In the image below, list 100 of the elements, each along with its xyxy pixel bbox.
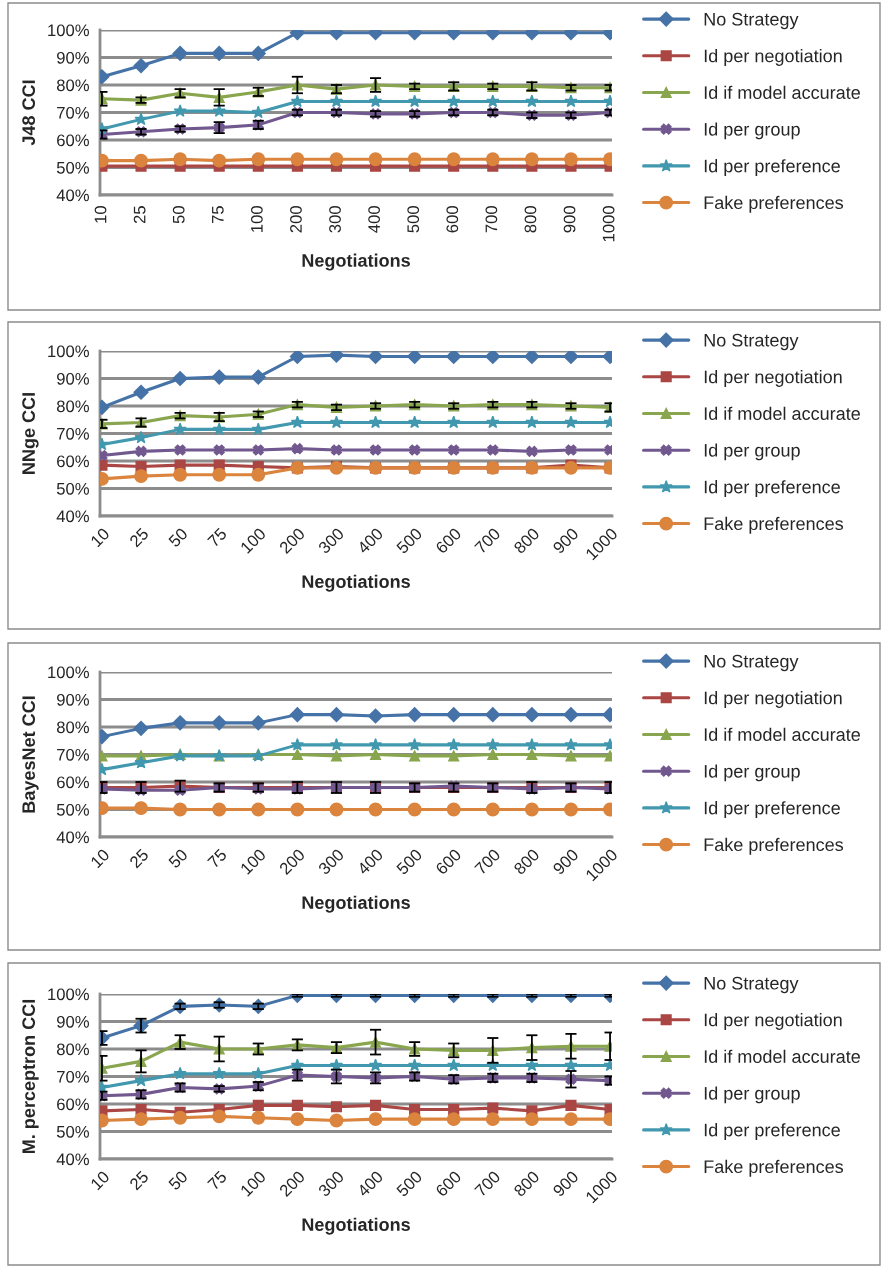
legend-label: Id if model accurate xyxy=(704,727,860,741)
x-tick-label: 400 xyxy=(356,1170,384,1198)
x-tick-label: 700 xyxy=(474,848,501,876)
y-tick-label: 80% xyxy=(56,1043,89,1056)
legend-label: Id per group xyxy=(704,443,800,461)
legend-label: Id per group xyxy=(704,764,800,782)
x-tick-label: 10 xyxy=(94,206,107,223)
y-tick-label: 50% xyxy=(56,482,89,495)
x-tick-label: 300 xyxy=(329,206,341,233)
x-tick-label: 10 xyxy=(90,527,111,548)
x-tick-label: 800 xyxy=(513,848,541,876)
x-tick-label: 25 xyxy=(128,848,150,869)
x-axis-title: Negotiations xyxy=(302,1217,410,1235)
x-tick-label: 25 xyxy=(128,527,150,548)
x-tick-label: 700 xyxy=(474,1170,501,1198)
x-tick-label: 800 xyxy=(513,527,541,555)
legend-label: No Strategy xyxy=(704,654,799,672)
x-tick-label: 75 xyxy=(212,206,224,224)
legend-label: Id per preference xyxy=(704,480,840,497)
x-tick-label: 800 xyxy=(524,206,537,233)
x-tick-label: 200 xyxy=(278,527,306,555)
y-tick-label: 70% xyxy=(57,1070,89,1083)
y-tick-label: 50% xyxy=(56,803,89,816)
x-tick-label: 400 xyxy=(356,527,384,555)
x-tick-label: 10 xyxy=(90,1170,111,1191)
legend-label: Id per negotiation xyxy=(704,1013,842,1030)
legend-label: No Strategy xyxy=(704,976,799,994)
x-tick-label: 600 xyxy=(446,206,459,233)
x-tick-label: 400 xyxy=(368,206,381,233)
x-tick-label: 900 xyxy=(552,527,580,555)
x-tick-label: 700 xyxy=(485,206,498,233)
x-axis-title: Negotiations xyxy=(302,253,410,271)
y-tick-label: 60% xyxy=(57,455,89,468)
y-tick-label: 90% xyxy=(57,51,89,64)
legend-label: Id if model accurate xyxy=(704,85,860,99)
legend-label: Id per negotiation xyxy=(704,370,842,387)
y-tick-label: 60% xyxy=(57,1098,89,1111)
x-tick-label: 200 xyxy=(278,1170,306,1198)
y-axis-title: J48 CCI xyxy=(22,80,36,146)
x-tick-label: 900 xyxy=(563,206,576,233)
y-tick-label: 80% xyxy=(56,400,89,413)
x-tick-label: 100 xyxy=(239,848,267,875)
y-tick-label: 50% xyxy=(56,1125,89,1138)
y-tick-label: 90% xyxy=(57,372,89,385)
legend-label: Id per preference xyxy=(704,801,840,818)
x-tick-label: 800 xyxy=(513,1170,541,1198)
x-tick-label: 400 xyxy=(356,848,384,876)
x-axis-title: Negotiations xyxy=(302,574,410,592)
y-tick-label: 80% xyxy=(56,721,89,734)
x-tick-label: 100 xyxy=(250,206,263,232)
legend-label: Id per preference xyxy=(704,1123,840,1140)
x-tick-label: 500 xyxy=(395,848,423,876)
x-tick-label: 75 xyxy=(207,848,228,869)
x-tick-label: 1000 xyxy=(602,206,615,242)
x-tick-label: 50 xyxy=(172,206,185,224)
y-tick-label: 70% xyxy=(57,106,89,119)
x-tick-label: 700 xyxy=(474,527,501,555)
y-axis-title: M. perceptron CCI xyxy=(22,999,39,1154)
legend-label: Fake preferences xyxy=(704,195,844,213)
y-tick-label: 70% xyxy=(57,427,89,440)
y-tick-label: 90% xyxy=(57,1015,89,1028)
legend-label: No Strategy xyxy=(704,333,799,351)
y-tick-label: 90% xyxy=(57,693,89,706)
x-tick-label: 900 xyxy=(552,1170,580,1198)
y-tick-label: 40% xyxy=(56,189,89,202)
x-tick-label: 75 xyxy=(207,1170,228,1191)
x-tick-label: 25 xyxy=(128,1170,150,1191)
x-tick-label: 25 xyxy=(133,206,146,224)
y-tick-label: 80% xyxy=(56,79,89,92)
legend-label: Id per preference xyxy=(704,159,840,176)
y-tick-label: 100% xyxy=(48,24,89,37)
x-tick-label: 50 xyxy=(167,848,189,869)
y-axis-title: BayesNet CCI xyxy=(22,696,39,813)
y-tick-label: 70% xyxy=(57,748,89,761)
x-tick-label: 600 xyxy=(434,1170,462,1198)
legend-label: Fake preferences xyxy=(704,837,844,855)
legend-label: Fake preferences xyxy=(704,1159,844,1177)
y-tick-label: 40% xyxy=(56,510,89,523)
legend-label: Fake preferences xyxy=(704,516,844,534)
y-tick-label: 50% xyxy=(56,161,89,174)
x-tick-label: 300 xyxy=(317,1170,345,1198)
x-tick-label: 100 xyxy=(239,527,267,554)
x-tick-label: 600 xyxy=(434,848,462,876)
legend-label: No Strategy xyxy=(704,12,799,30)
x-tick-label: 200 xyxy=(278,848,306,876)
y-tick-label: 40% xyxy=(56,1153,89,1166)
x-tick-label: 900 xyxy=(552,848,580,876)
x-tick-label: 500 xyxy=(395,527,423,555)
x-tick-label: 50 xyxy=(167,1170,189,1191)
legend-label: Id if model accurate xyxy=(704,406,860,420)
x-tick-label: 200 xyxy=(290,206,302,233)
y-tick-label: 100% xyxy=(48,666,89,679)
legend-label: Id per group xyxy=(704,1086,800,1104)
legend-label: Id per negotiation xyxy=(704,49,842,66)
y-tick-label: 60% xyxy=(57,776,89,789)
x-tick-label: 500 xyxy=(407,206,420,233)
x-tick-label: 500 xyxy=(395,1170,423,1198)
y-tick-label: 100% xyxy=(48,345,89,358)
x-tick-label: 300 xyxy=(317,848,345,876)
legend-label: Id per group xyxy=(704,122,800,140)
